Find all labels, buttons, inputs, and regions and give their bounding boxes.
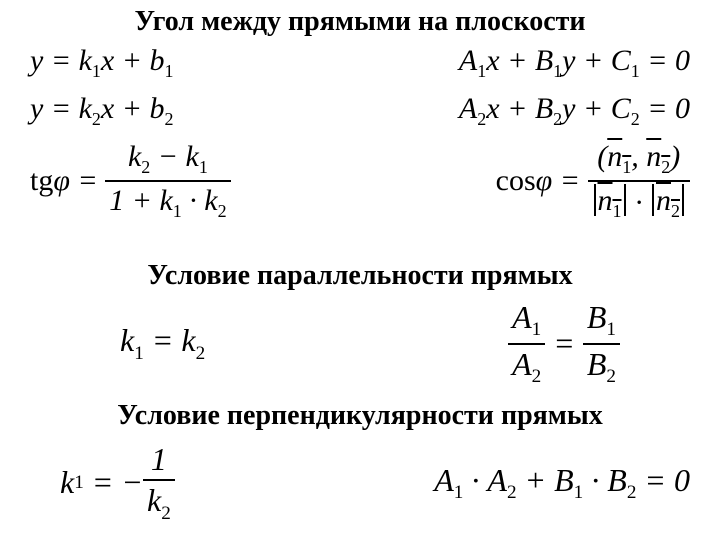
title-angle: Угол между прямыми на плоскости [0,6,720,38]
formula-general-line-1: A1x + B1y + C1 = 0 [459,44,690,82]
title-parallel: Условие параллельности прямых [0,260,720,292]
formula-general-line-2: A2x + B2y + C2 = 0 [459,92,690,130]
formula-tan-phi: tgφ = k2 − k1 1 + k1 · k2 [30,140,231,222]
formula-cos-phi: cosφ = (n1, n2) n1 · n2 [496,140,690,222]
formula-perp-slope: k1 = − 1 k2 [60,442,175,524]
title-perp: Условие перпендикулярности прямых [0,400,720,432]
formula-parallel-slope: k1 = k2 [120,322,205,364]
formula-slope-line-1: y = k1x + b1 [30,44,173,82]
formula-perp-general: A1 · A2 + B1 · B2 = 0 [434,462,690,504]
formula-slope-line-2: y = k2x + b2 [30,92,173,130]
formula-parallel-general: A1 A2 = B1 B2 [508,300,620,387]
